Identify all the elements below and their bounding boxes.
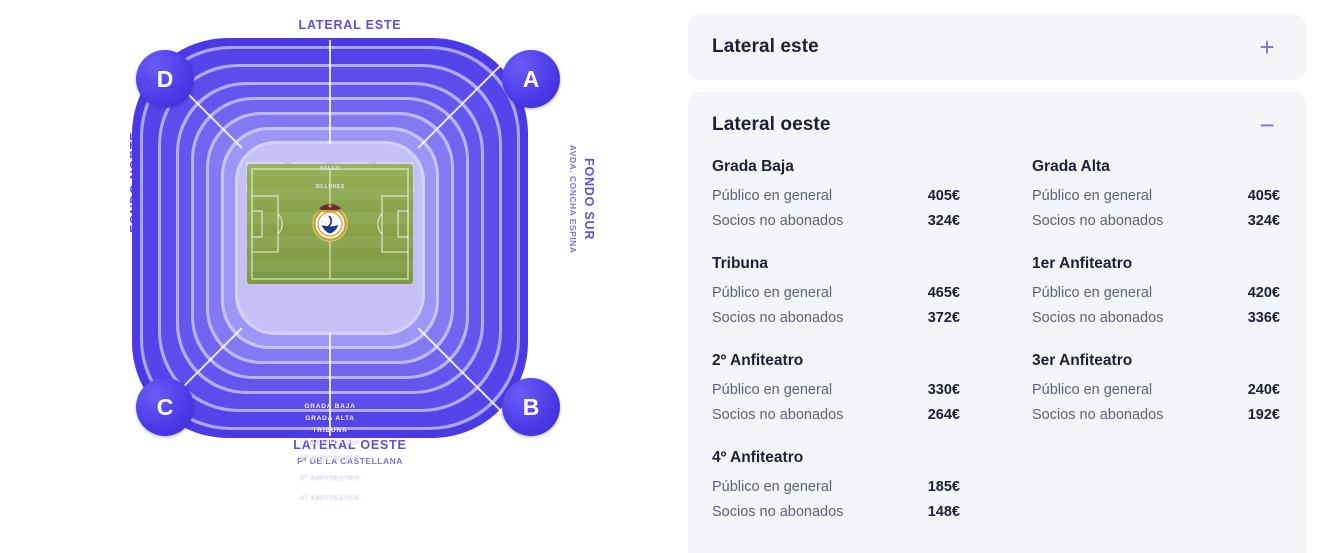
price-row: Público en general 240€ <box>1032 382 1280 398</box>
price-label: Socios no abonados <box>712 310 844 326</box>
stadium-map: LATERAL ESTE C/ PADRE DAMIAN LATERAL OES… <box>128 18 597 502</box>
price-row: Socios no abonados 372€ <box>712 310 960 326</box>
map-label-lateral-oeste: LATERAL OESTE Pº DE LA CASTELLANA <box>250 438 450 466</box>
price-accordion: Lateral este + Lateral oeste − Grada Baja Púb… <box>660 0 1320 553</box>
gate-badge-c-label: C <box>156 393 174 420</box>
zone-name: Grada Baja <box>712 158 794 175</box>
gate-badge-c[interactable]: C <box>136 378 194 436</box>
zone-block: 2º Anfiteatro Público en general 330€ Socio… <box>712 352 960 449</box>
gate-badge-b-label: B <box>522 393 540 420</box>
gate-badge-d-label: D <box>156 65 174 92</box>
price-label: Socios no abonados <box>1032 407 1164 423</box>
price-value: 465€ <box>927 285 960 301</box>
price-label: Socios no abonados <box>712 504 844 520</box>
price-label: Socios no abonados <box>712 407 844 423</box>
price-label: Público en general <box>1032 285 1153 301</box>
zone-name: 3er Anfiteatro <box>1032 352 1133 369</box>
price-value: 192€ <box>1247 407 1280 423</box>
price-row: Socios no abonados 336€ <box>1032 310 1280 326</box>
map-label-lateral-oeste-street: Pº DE LA CASTELLANA <box>297 455 403 466</box>
price-label: Público en general <box>712 188 833 204</box>
price-value: 324€ <box>1247 213 1280 229</box>
accordion-panel-lateral-este: Lateral este + <box>688 14 1306 80</box>
stadium-bowl-svg <box>132 38 528 438</box>
price-row: Público en general 405€ <box>712 188 960 204</box>
tier-name: 3º ANFITEATRO <box>300 475 360 482</box>
price-row: Socios no abonados 324€ <box>1032 213 1280 229</box>
zone-block: 1er Anfiteatro Público en general 420€ Soci… <box>1032 255 1280 352</box>
zone-grid: Grada Baja Público en general 405€ Socios n… <box>712 158 1280 546</box>
price-row: Socios no abonados 324€ <box>712 213 960 229</box>
pitch <box>247 164 413 284</box>
price-value: 148€ <box>927 504 960 520</box>
gate-badge-a-label: A <box>522 65 540 92</box>
price-row: Público en general 185€ <box>712 479 960 495</box>
gate-badge-d[interactable]: D <box>136 50 194 108</box>
price-label: Público en general <box>712 285 833 301</box>
minus-icon[interactable]: − <box>1259 110 1275 140</box>
accordion-panel-lateral-oeste: Lateral oeste − Grada Baja Público en gener… <box>688 92 1306 553</box>
zone-block: Tribuna Público en general 465€ Socios no a… <box>712 255 960 352</box>
price-value: 405€ <box>927 188 960 204</box>
price-row: Público en general 420€ <box>1032 285 1280 301</box>
map-label-fondo-sur-name: FONDO SUR <box>582 158 597 241</box>
price-row: Público en general 330€ <box>712 382 960 398</box>
price-label: Público en general <box>1032 188 1153 204</box>
zone-block: Grada Baja Público en general 405€ Socios n… <box>712 158 960 255</box>
price-label: Público en general <box>1032 382 1153 398</box>
price-value: 330€ <box>927 382 960 398</box>
price-row: Socios no abonados 148€ <box>712 504 960 520</box>
zone-block: 4º Anfiteatro Público en general 185€ Socio… <box>712 449 960 546</box>
price-label: Socios no abonados <box>712 213 844 229</box>
price-value: 264€ <box>927 407 960 423</box>
price-value: 372€ <box>927 310 960 326</box>
price-row: Socios no abonados 264€ <box>712 407 960 423</box>
map-label-lateral-este-name: LATERAL ESTE <box>298 18 402 32</box>
map-label-fondo-sur: FONDO SUR AVDA. CONCHA ESPINA <box>568 119 597 279</box>
zone-name: Grada Alta <box>1032 158 1110 175</box>
price-value: 324€ <box>927 213 960 229</box>
accordion-header-lateral-este[interactable]: Lateral este + <box>688 14 1306 80</box>
accordion-title: Lateral este <box>712 36 819 57</box>
price-value: 336€ <box>1247 310 1280 326</box>
accordion-header-lateral-oeste[interactable]: Lateral oeste − <box>688 92 1306 158</box>
price-row: Socios no abonados 192€ <box>1032 407 1280 423</box>
price-row: Público en general 405€ <box>1032 188 1280 204</box>
accordion-body-lateral-oeste: Grada Baja Público en general 405€ Socios n… <box>688 158 1306 553</box>
map-label-fondo-sur-street: AVDA. CONCHA ESPINA <box>568 144 579 254</box>
price-label: Público en general <box>712 382 833 398</box>
price-value: 405€ <box>1247 188 1280 204</box>
price-label: Socios no abonados <box>1032 310 1164 326</box>
price-value: 185€ <box>927 479 960 495</box>
gate-badge-b[interactable]: B <box>502 378 560 436</box>
price-label: Público en general <box>712 479 833 495</box>
price-value: 420€ <box>1247 285 1280 301</box>
stadium-bowl: GRADA BAJA GRADA ALTA TRIBUNA 1º ANFITEATRO… <box>130 36 530 502</box>
zone-name: 2º Anfiteatro <box>712 352 804 369</box>
price-value: 240€ <box>1247 382 1280 398</box>
map-label-lateral-oeste-name: LATERAL OESTE <box>293 438 407 452</box>
zone-block: Grada Alta Público en general 405€ Socios n… <box>1032 158 1280 255</box>
zone-name: 1er Anfiteatro <box>1032 255 1133 272</box>
zone-name: Tribuna <box>712 255 768 272</box>
tier-name: 4º ANFITEATRO <box>300 495 360 502</box>
price-row: Público en general 465€ <box>712 285 960 301</box>
zone-name: 4º Anfiteatro <box>712 449 804 466</box>
plus-icon[interactable]: + <box>1259 32 1275 62</box>
zone-block: 3er Anfiteatro Público en general 240€ Soci… <box>1032 352 1280 449</box>
price-label: Socios no abonados <box>1032 213 1164 229</box>
gate-badge-a[interactable]: A <box>502 50 560 108</box>
real-madrid-crest-icon <box>313 204 347 241</box>
accordion-title: Lateral oeste <box>712 114 831 135</box>
